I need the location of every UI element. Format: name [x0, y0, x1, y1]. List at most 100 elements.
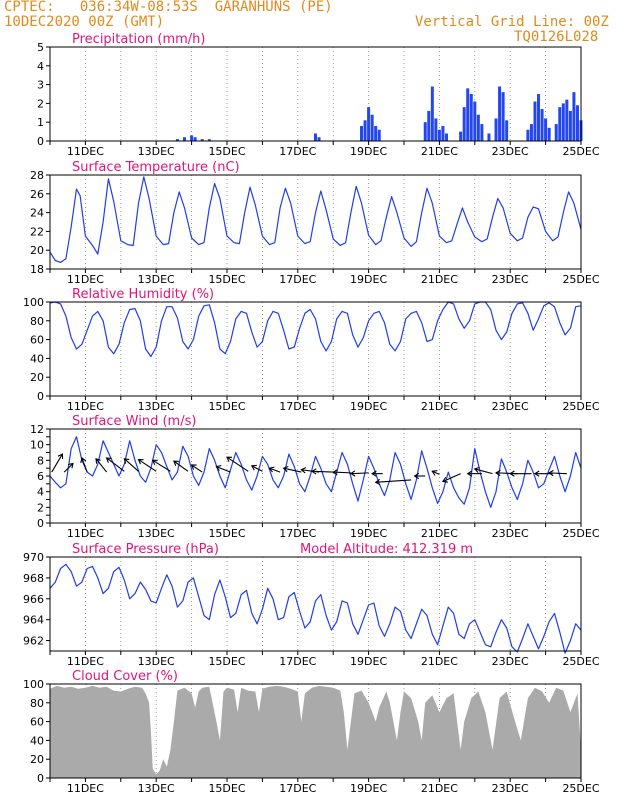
x-tick-label: 17DEC — [279, 527, 316, 540]
x-tick-label: 13DEC — [138, 145, 175, 158]
x-tick-label: 13DEC — [138, 782, 175, 795]
x-tick-label: 11DEC — [67, 782, 104, 795]
panel-title: Precipitation (mm/h) — [72, 32, 205, 47]
x-tick-label: 19DEC — [350, 400, 387, 413]
wind-arrow-head — [226, 456, 233, 463]
wind-arrow-head — [310, 468, 317, 475]
panel-annotation: Model Altitude: 412.319 m — [300, 542, 473, 557]
y-tick-label: 0 — [37, 517, 44, 530]
y-tick-label: 962 — [23, 635, 44, 648]
y-tick-label: 60 — [30, 334, 44, 347]
x-tick-label: 19DEC — [350, 273, 387, 286]
y-tick-label: 4 — [37, 60, 44, 73]
series-line — [49, 301, 582, 358]
wind-arrow-head — [215, 465, 222, 471]
station-header-left-1: CPTEC: 036:34W-08:53S GARANHUNS (PE) — [4, 0, 333, 15]
x-tick-label: 19DEC — [350, 145, 387, 158]
y-tick-label: 2 — [37, 97, 44, 110]
x-tick-label: 17DEC — [279, 782, 316, 795]
panel-frame — [49, 301, 582, 397]
x-tick-label: 25DEC — [562, 400, 599, 413]
precip-bar — [437, 129, 441, 141]
x-tick-label: 21DEC — [421, 400, 458, 413]
y-tick-label: 20 — [30, 753, 44, 766]
wind-arrow — [350, 472, 369, 475]
y-tick-label: 1 — [37, 116, 44, 129]
x-tick-label: 25DEC — [562, 782, 599, 795]
panel-2: 18 20 22 24 26 28 11DEC 13DEC 15DEC 17DEC 19DEC 21D… — [30, 160, 600, 286]
y-tick-label: 3 — [37, 79, 44, 92]
y-tick-label: 0 — [37, 390, 44, 403]
wind-arrow — [81, 457, 88, 473]
panel-6: 0 20 40 60 80 100 11DEC 13DEC 15DEC 17DEC 19DEC 21D… — [23, 669, 600, 795]
station-header-right-2: TQ0126L028 — [514, 29, 599, 45]
x-tick-label: 13DEC — [138, 400, 175, 413]
x-tick-label: 15DEC — [208, 145, 245, 158]
y-tick-label: 964 — [23, 614, 44, 627]
wind-arrow-head — [80, 457, 87, 464]
precip-bar — [501, 92, 505, 141]
x-tick-label: 21DEC — [421, 655, 458, 668]
wind-arrow-head — [332, 469, 338, 476]
x-tick-label: 11DEC — [67, 655, 104, 668]
x-tick-label: 19DEC — [350, 655, 387, 668]
panel-frame — [49, 174, 582, 270]
precip-bar — [466, 88, 470, 141]
precip-bar — [529, 124, 533, 141]
wind-arrow-head — [282, 465, 289, 473]
panel-frame — [49, 683, 582, 779]
wind-arrow-head — [533, 470, 540, 477]
y-tick-label: 4 — [37, 486, 44, 499]
x-tick-label: 19DEC — [350, 527, 387, 540]
x-tick-label: 15DEC — [208, 527, 245, 540]
precip-bar — [544, 118, 548, 141]
wind-arrow-head — [431, 470, 438, 476]
precip-bar — [441, 125, 445, 141]
series-line — [49, 563, 582, 654]
station-header-right-1: Vertical Grid Line: 00Z — [415, 14, 609, 30]
wind-arrow-head — [67, 462, 74, 469]
wind-arrow-head — [57, 453, 64, 460]
wind-arrow-head — [349, 470, 356, 477]
precip-bar — [430, 86, 434, 141]
x-tick-label: 21DEC — [421, 145, 458, 158]
wind-arrow-head — [473, 466, 480, 473]
precip-bar — [374, 125, 378, 141]
x-tick-label: 25DEC — [562, 655, 599, 668]
wind-arrow — [173, 460, 189, 472]
x-tick-label: 21DEC — [421, 782, 458, 795]
x-tick-label: 17DEC — [279, 400, 316, 413]
panel-3: 0 20 40 60 80 100 11DEC 13DEC 15DEC 17DEC 19DEC 21D… — [23, 287, 600, 413]
precip-bar — [565, 99, 569, 141]
precip-bar — [427, 110, 431, 141]
x-tick-label: 23DEC — [492, 527, 529, 540]
y-tick-label: 20 — [30, 244, 44, 257]
precip-bar — [190, 135, 194, 141]
precip-bar — [558, 107, 562, 141]
y-tick-label: 10 — [30, 439, 44, 452]
precip-bar — [526, 129, 530, 141]
wind-arrow-head — [137, 459, 144, 465]
wind-arrow-head — [105, 457, 112, 463]
precip-bar — [533, 101, 537, 141]
x-tick-label: 13DEC — [138, 273, 175, 286]
precip-bar — [568, 110, 572, 141]
wind-arrow — [191, 464, 203, 473]
y-tick-label: 28 — [30, 169, 44, 182]
x-tick-label: 15DEC — [208, 400, 245, 413]
y-tick-label: 100 — [23, 296, 44, 309]
y-tick-label: 0 — [37, 772, 44, 785]
y-tick-label: 966 — [23, 593, 44, 606]
y-tick-label: 22 — [30, 225, 44, 238]
y-tick-label: 0 — [37, 135, 44, 148]
wind-arrow — [474, 468, 493, 475]
wind-arrow-head — [268, 466, 275, 473]
precip-bar — [444, 133, 448, 141]
panel-1: 0 1 2 3 4 5 11DEC 13DEC 15DEC 17DEC 19DEC 21DEC 23DE… — [37, 32, 600, 158]
precip-bar — [360, 125, 364, 141]
wind-arrow — [432, 470, 440, 475]
x-tick-label: 21DEC — [421, 273, 458, 286]
y-tick-label: 8 — [37, 454, 44, 467]
wind-arrow — [283, 467, 302, 473]
